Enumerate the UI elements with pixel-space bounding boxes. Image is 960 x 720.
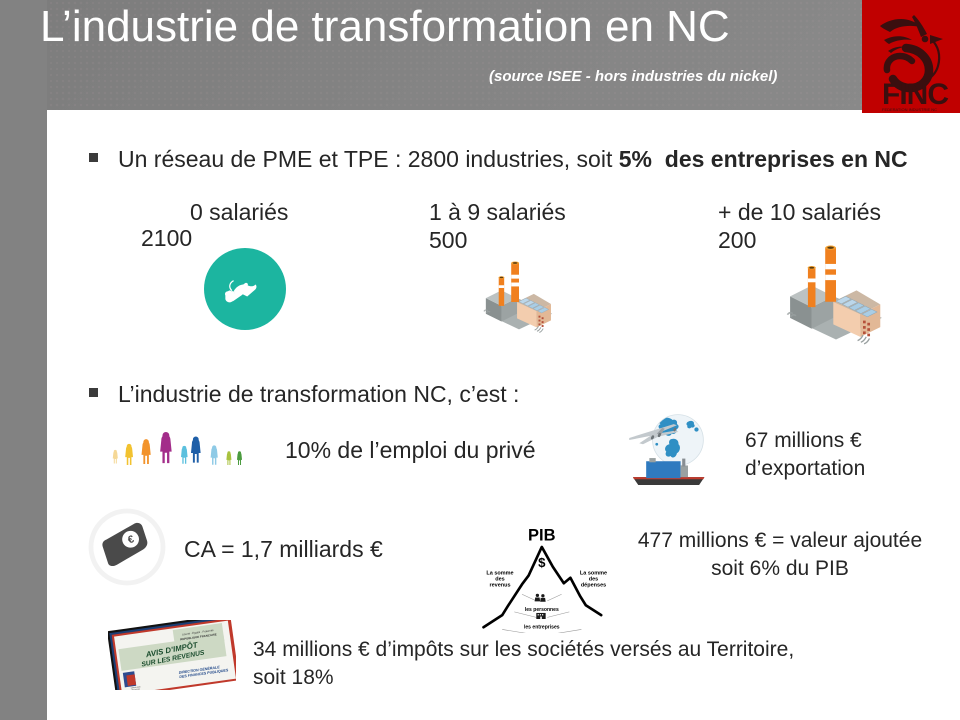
svg-text:FEDERATION INDUSTRIE NC: FEDERATION INDUSTRIE NC: [882, 107, 937, 112]
svg-text:les personnes: les personnes: [525, 607, 559, 613]
svg-text:$: $: [538, 555, 546, 570]
svg-text:PIB: PIB: [528, 528, 556, 544]
svg-text:dépenses: dépenses: [581, 583, 606, 589]
svg-text:les entreprises: les entreprises: [524, 624, 560, 630]
svg-text:revenus: revenus: [489, 583, 510, 589]
